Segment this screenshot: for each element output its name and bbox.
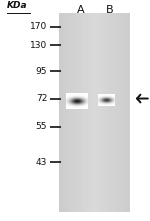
Text: 130: 130 [30,41,47,50]
Text: 72: 72 [36,94,47,103]
Text: A: A [77,5,84,15]
Text: 95: 95 [36,67,47,76]
Text: 170: 170 [30,23,47,32]
Text: KDa: KDa [7,1,27,10]
Text: 43: 43 [36,158,47,167]
Text: 55: 55 [36,122,47,131]
Text: B: B [106,5,114,15]
